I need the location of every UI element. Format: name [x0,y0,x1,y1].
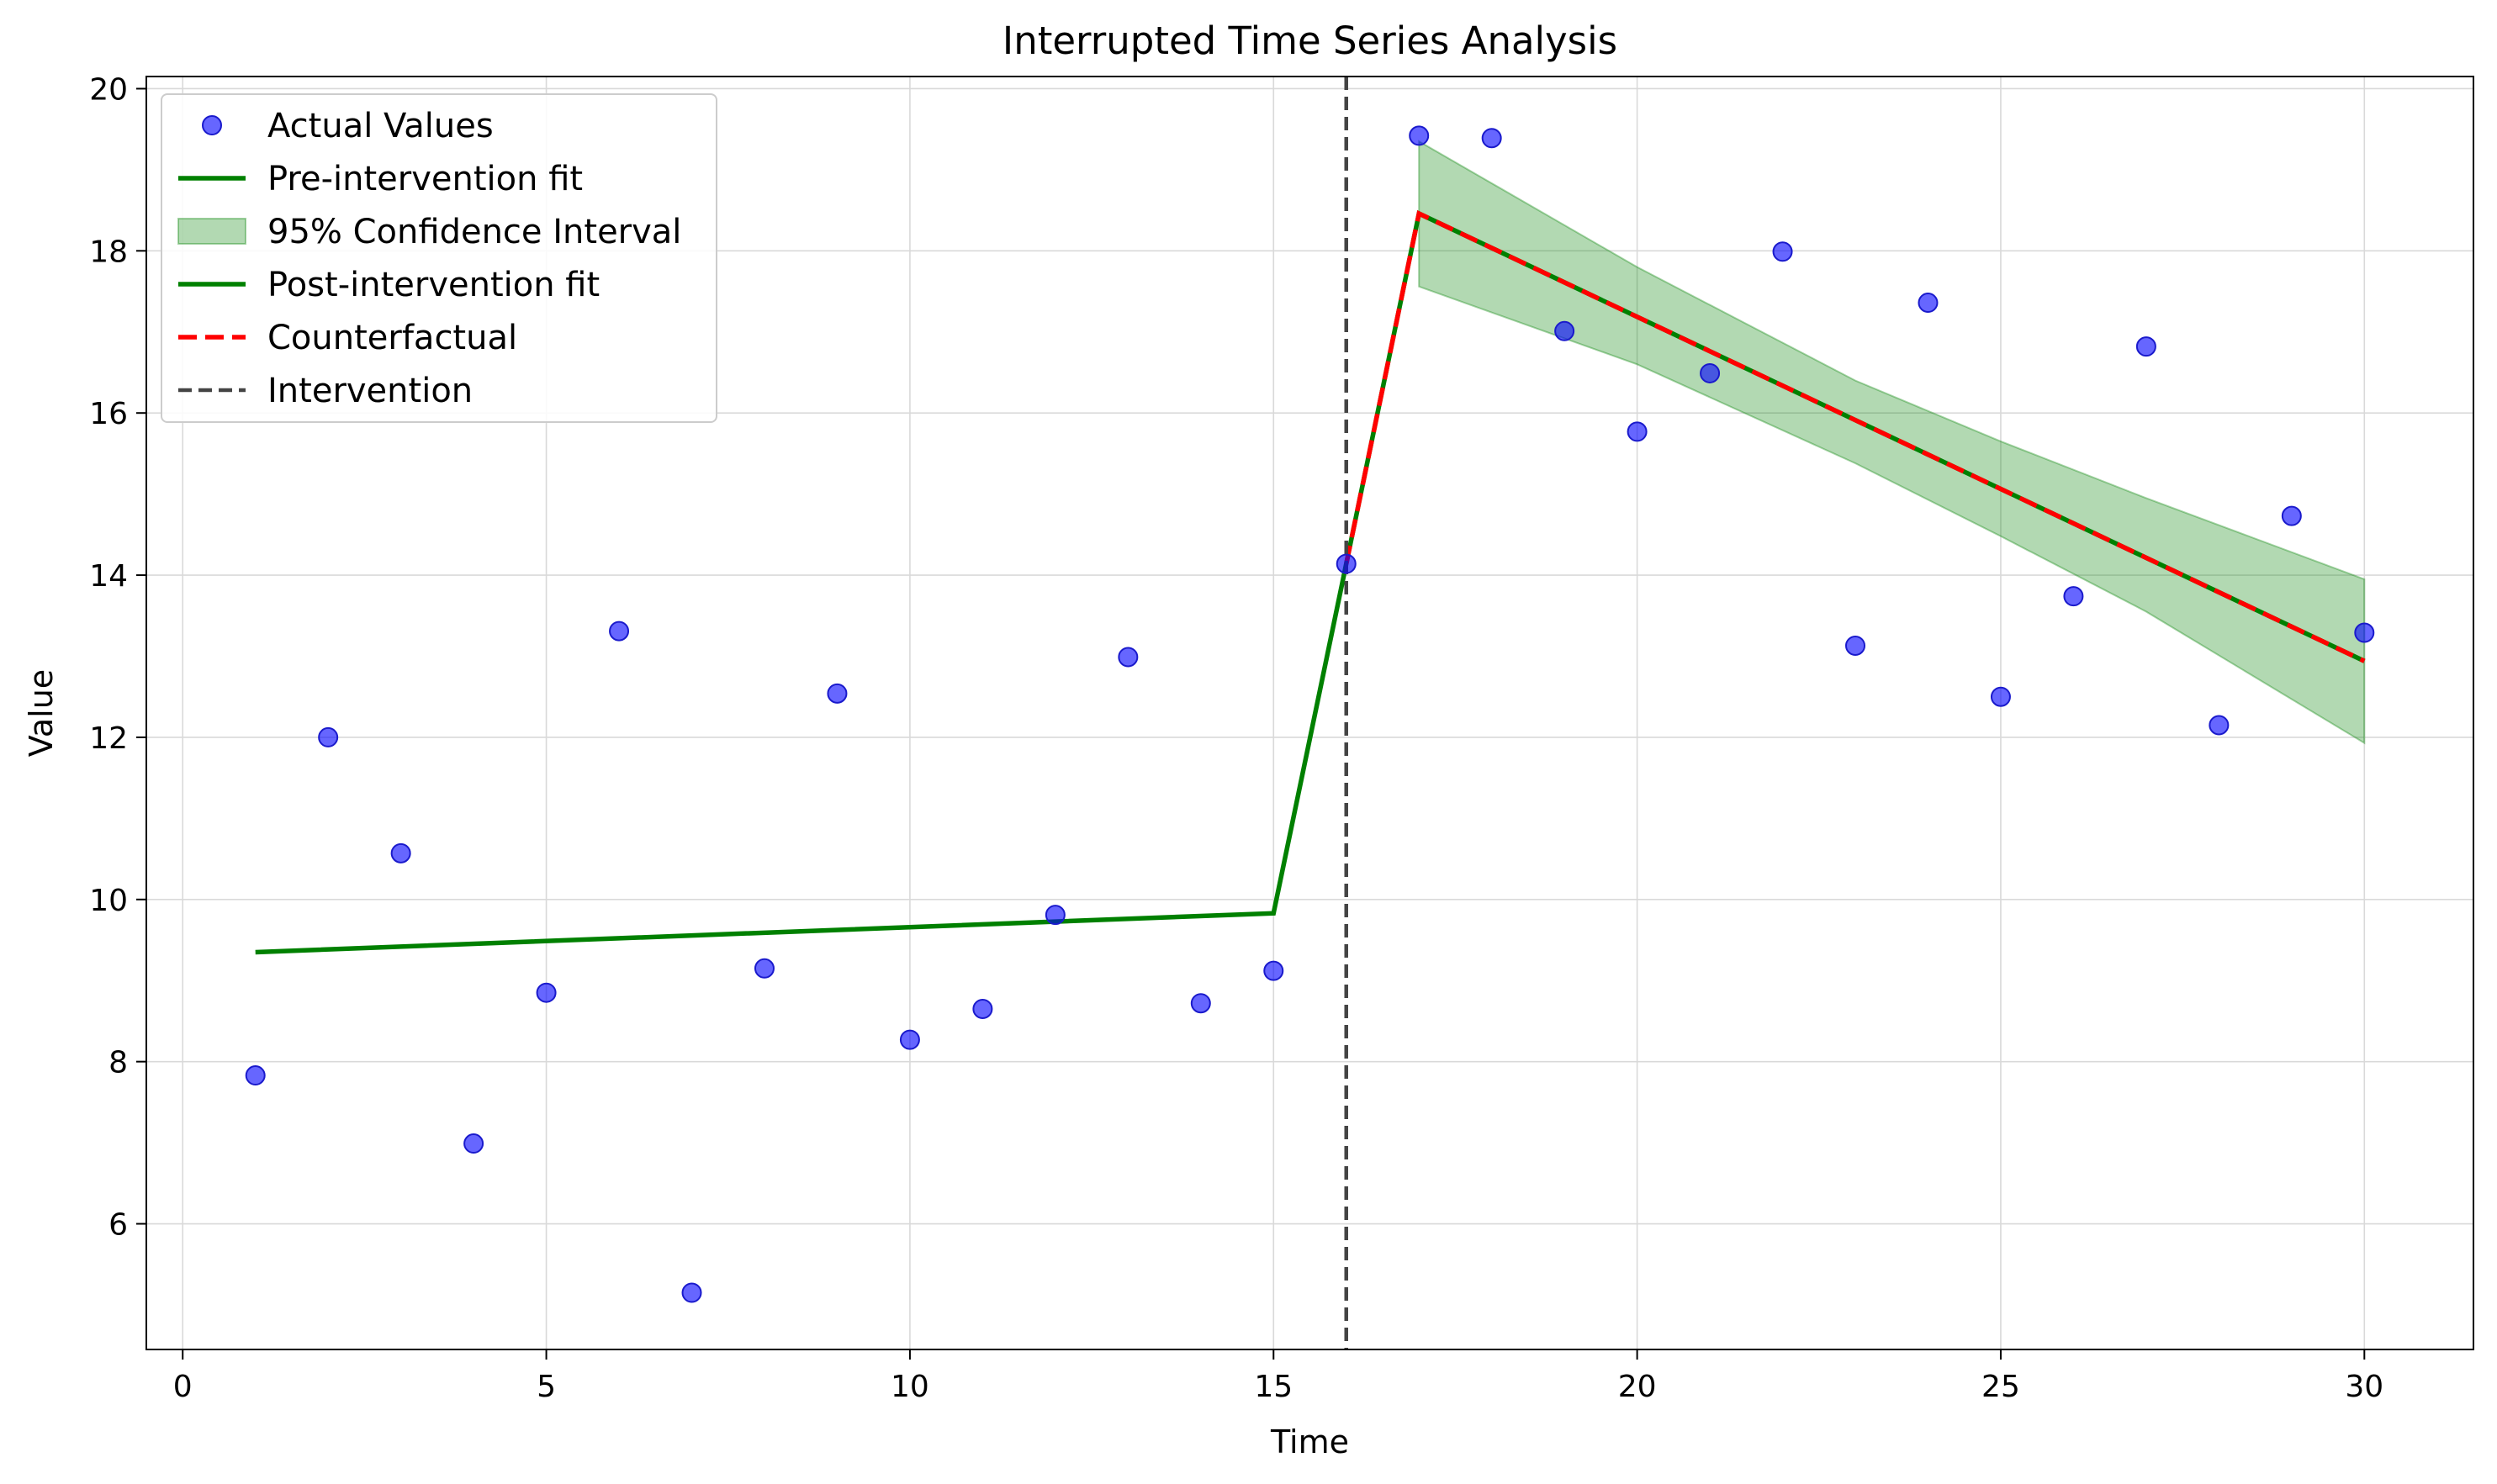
x-tick-label: 30 [2345,1370,2383,1404]
actual-value-point [1554,320,1575,341]
confidence-interval-band [1418,140,2366,745]
actual-value-point [1627,421,1648,442]
legend-label: Post-intervention fit [267,266,600,304]
actual-value-point [1118,647,1139,668]
actual-value-point [1481,128,1502,149]
actual-value-point [1336,553,1357,574]
actual-value-point [390,842,411,863]
actual-value-point [2135,336,2156,357]
actual-value-point [681,1282,702,1303]
y-tick-label: 20 [89,72,128,107]
actual-value-point [245,1065,266,1086]
y-tick-label: 8 [108,1046,128,1080]
chart-title: Interrupted Time Series Analysis [1003,18,1617,63]
actual-value-point [1845,635,1866,656]
legend: Actual Values Pre-intervention fit 95% Con… [161,93,717,423]
y-tick-label: 16 [89,397,128,431]
actual-value-point [1772,241,1793,262]
actual-value-point [972,998,993,1019]
y-tick-label: 14 [89,559,128,594]
y-tick-label: 12 [89,721,128,756]
y-tick-label: 10 [89,884,128,918]
actual-value-point [754,958,775,979]
legend-label: Pre-intervention fit [267,160,583,198]
x-tick-label: 15 [1254,1370,1293,1404]
legend-label: 95% Confidence Interval [267,213,681,251]
actual-value-point [1918,293,1939,314]
x-axis-label: Time [1270,1423,1349,1460]
actual-value-point [1700,362,1721,383]
legend-key-confidence-interval [177,218,246,245]
confidence-band-layer [1418,140,2366,745]
actual-value-point [2209,715,2230,736]
actual-value-point [2354,622,2375,643]
actual-value-point [827,683,848,704]
legend-label: Actual Values [267,107,494,145]
actual-value-point [2063,586,2084,607]
axis-ticks: 0 5 10 15 20 25 30 6 8 10 12 14 16 18 20 [89,72,2383,1404]
actual-value-point [1409,125,1430,146]
legend-label: Counterfactual [267,319,517,357]
actual-value-point [1190,993,1211,1014]
y-tick-label: 6 [108,1208,128,1243]
actual-value-point [1263,960,1284,981]
actual-value-point [2281,505,2302,526]
y-axis-label: Value [23,669,60,757]
x-tick-label: 10 [891,1370,929,1404]
scatter-points-layer [245,125,2375,1303]
pre-intervention-fit-line [255,563,1349,955]
actual-value-point [899,1029,920,1050]
actual-value-point [609,621,630,642]
x-tick-label: 20 [1618,1370,1657,1404]
plot-frame [145,76,2474,1350]
series-lines-layer [255,77,2366,1349]
actual-value-point [463,1133,484,1154]
actual-value-point [1045,905,1066,926]
actual-value-point [318,726,339,747]
legend-label: Intervention [267,372,473,410]
x-tick-label: 25 [1981,1370,2020,1404]
x-tick-label: 5 [537,1370,556,1404]
actual-value-point [536,982,557,1003]
counterfactual-line [1344,209,2366,663]
legend-key-actual-values [202,115,222,135]
actual-value-point [1990,686,2011,707]
legend-box [161,93,717,423]
y-tick-label: 18 [89,235,128,269]
x-tick-label: 0 [173,1370,193,1404]
